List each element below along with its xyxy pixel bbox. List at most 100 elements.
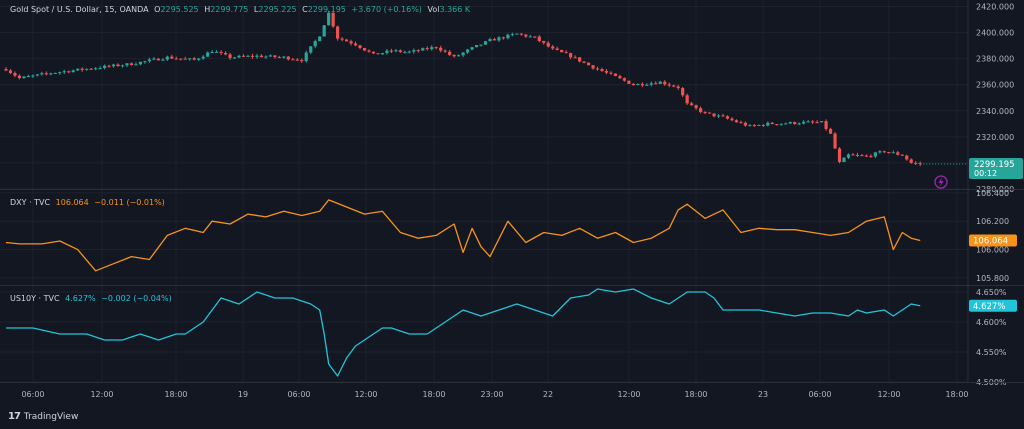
candle-body xyxy=(730,118,734,121)
candle-body xyxy=(528,36,532,38)
candle-body xyxy=(779,123,783,125)
candle-body xyxy=(44,73,48,75)
candle-body xyxy=(690,103,694,106)
candle-body xyxy=(215,51,219,53)
candle-body xyxy=(645,84,649,86)
candle-body xyxy=(595,68,600,70)
candle-body xyxy=(873,152,877,157)
candle-body xyxy=(712,113,716,117)
candle-body xyxy=(197,58,201,60)
y-tick-label: 2380.000 xyxy=(976,55,1014,64)
candle-body xyxy=(631,83,635,86)
gold-legend: Gold Spot / U.S. Dollar, 15, OANDA O2295… xyxy=(10,5,473,14)
candle-body xyxy=(492,39,497,41)
candle-body xyxy=(228,54,232,59)
candle-body xyxy=(707,112,712,114)
candle-body xyxy=(604,71,609,73)
candle-body xyxy=(147,59,152,62)
candle-body xyxy=(40,73,44,75)
candle-body xyxy=(107,65,111,67)
x-tick-label: 12:00 xyxy=(90,390,113,399)
low-value: 2295.225 xyxy=(258,5,297,14)
candle-body xyxy=(811,121,815,123)
candle-body xyxy=(380,53,385,55)
candle-body xyxy=(94,68,98,70)
candle-body xyxy=(748,125,752,127)
candle-body xyxy=(640,83,644,86)
candle-body xyxy=(672,85,676,87)
candle-body xyxy=(819,121,824,123)
candle-body xyxy=(120,65,125,67)
candle-body xyxy=(483,41,488,45)
candle-body xyxy=(488,39,492,42)
candle-body xyxy=(725,116,730,119)
candle-body xyxy=(376,53,380,55)
candle-body xyxy=(111,64,116,67)
candle-body xyxy=(389,50,393,52)
low-label: L xyxy=(253,5,259,14)
x-tick-label: 06:00 xyxy=(21,390,44,399)
candle-body xyxy=(439,47,443,51)
candle-body xyxy=(434,47,438,49)
candle-body xyxy=(304,52,308,62)
candle-body xyxy=(757,124,761,126)
candle-body xyxy=(156,58,160,61)
candle-body xyxy=(80,68,84,70)
candle-body xyxy=(259,55,264,58)
candle-body xyxy=(846,154,851,158)
candle-body xyxy=(833,133,837,149)
y-tick-label: 2320.000 xyxy=(976,133,1014,142)
us10y-legend: US10Y · TVC 4.627% −0.002 (−0.04%) xyxy=(10,294,175,303)
us10y-symbol: US10Y · TVC xyxy=(10,294,60,303)
candle-body xyxy=(425,48,429,50)
candle-body xyxy=(914,162,918,164)
candle-body xyxy=(802,121,806,124)
x-tick-label: 12:00 xyxy=(877,390,900,399)
lightning-bolt-glyph xyxy=(938,177,944,187)
vol-value: 3.366 K xyxy=(439,5,471,14)
tradingview-branding[interactable]: 17 TradingView xyxy=(8,411,78,422)
high-value: 2299.775 xyxy=(210,5,249,14)
dxy-price-tag-value: 106.064 xyxy=(973,236,1008,246)
candle-body xyxy=(734,120,739,123)
y-tick-label: 2400.000 xyxy=(976,29,1014,38)
candle-body xyxy=(497,37,501,41)
candle-body xyxy=(331,12,335,27)
candle-body xyxy=(797,123,801,125)
candle-body xyxy=(524,34,528,37)
dxy-legend: DXY · TVC 106.064 −0.011 (−0.01%) xyxy=(10,198,168,207)
candle-body xyxy=(219,51,223,53)
candle-body xyxy=(237,55,241,58)
gold-price-tag-value: 2299.195 xyxy=(974,160,1015,170)
candle-body xyxy=(188,58,192,60)
candle-body xyxy=(282,56,286,58)
candle-body xyxy=(752,125,756,127)
candle-body xyxy=(654,83,658,85)
candle-body xyxy=(882,151,886,153)
candle-body xyxy=(851,154,855,156)
y-tick-label: 2360.000 xyxy=(976,81,1014,90)
candle-body xyxy=(174,58,178,60)
candle-body xyxy=(685,95,689,104)
series-line xyxy=(6,288,921,377)
x-tick-label: 18:00 xyxy=(422,390,445,399)
candle-body xyxy=(721,115,725,117)
candle-body xyxy=(658,81,662,84)
x-tick-label: 06:00 xyxy=(287,390,310,399)
candle-body xyxy=(183,58,187,60)
dxy-change: −0.011 (−0.01%) xyxy=(94,198,165,207)
us10y-price-tag-value: 4.627% xyxy=(973,302,1005,312)
candle-body xyxy=(699,108,703,113)
close-label: C xyxy=(302,5,308,14)
candle-body xyxy=(412,50,416,52)
candle-body xyxy=(663,81,667,85)
candle-body xyxy=(35,74,39,76)
x-tick-label: 12:00 xyxy=(617,390,640,399)
candle-body xyxy=(300,60,304,62)
candle-body xyxy=(806,121,810,123)
gold-symbol: Gold Spot / U.S. Dollar, 15, OANDA xyxy=(10,5,149,14)
candle-body xyxy=(344,39,349,42)
candle-body xyxy=(855,154,860,156)
candle-body xyxy=(479,44,483,46)
